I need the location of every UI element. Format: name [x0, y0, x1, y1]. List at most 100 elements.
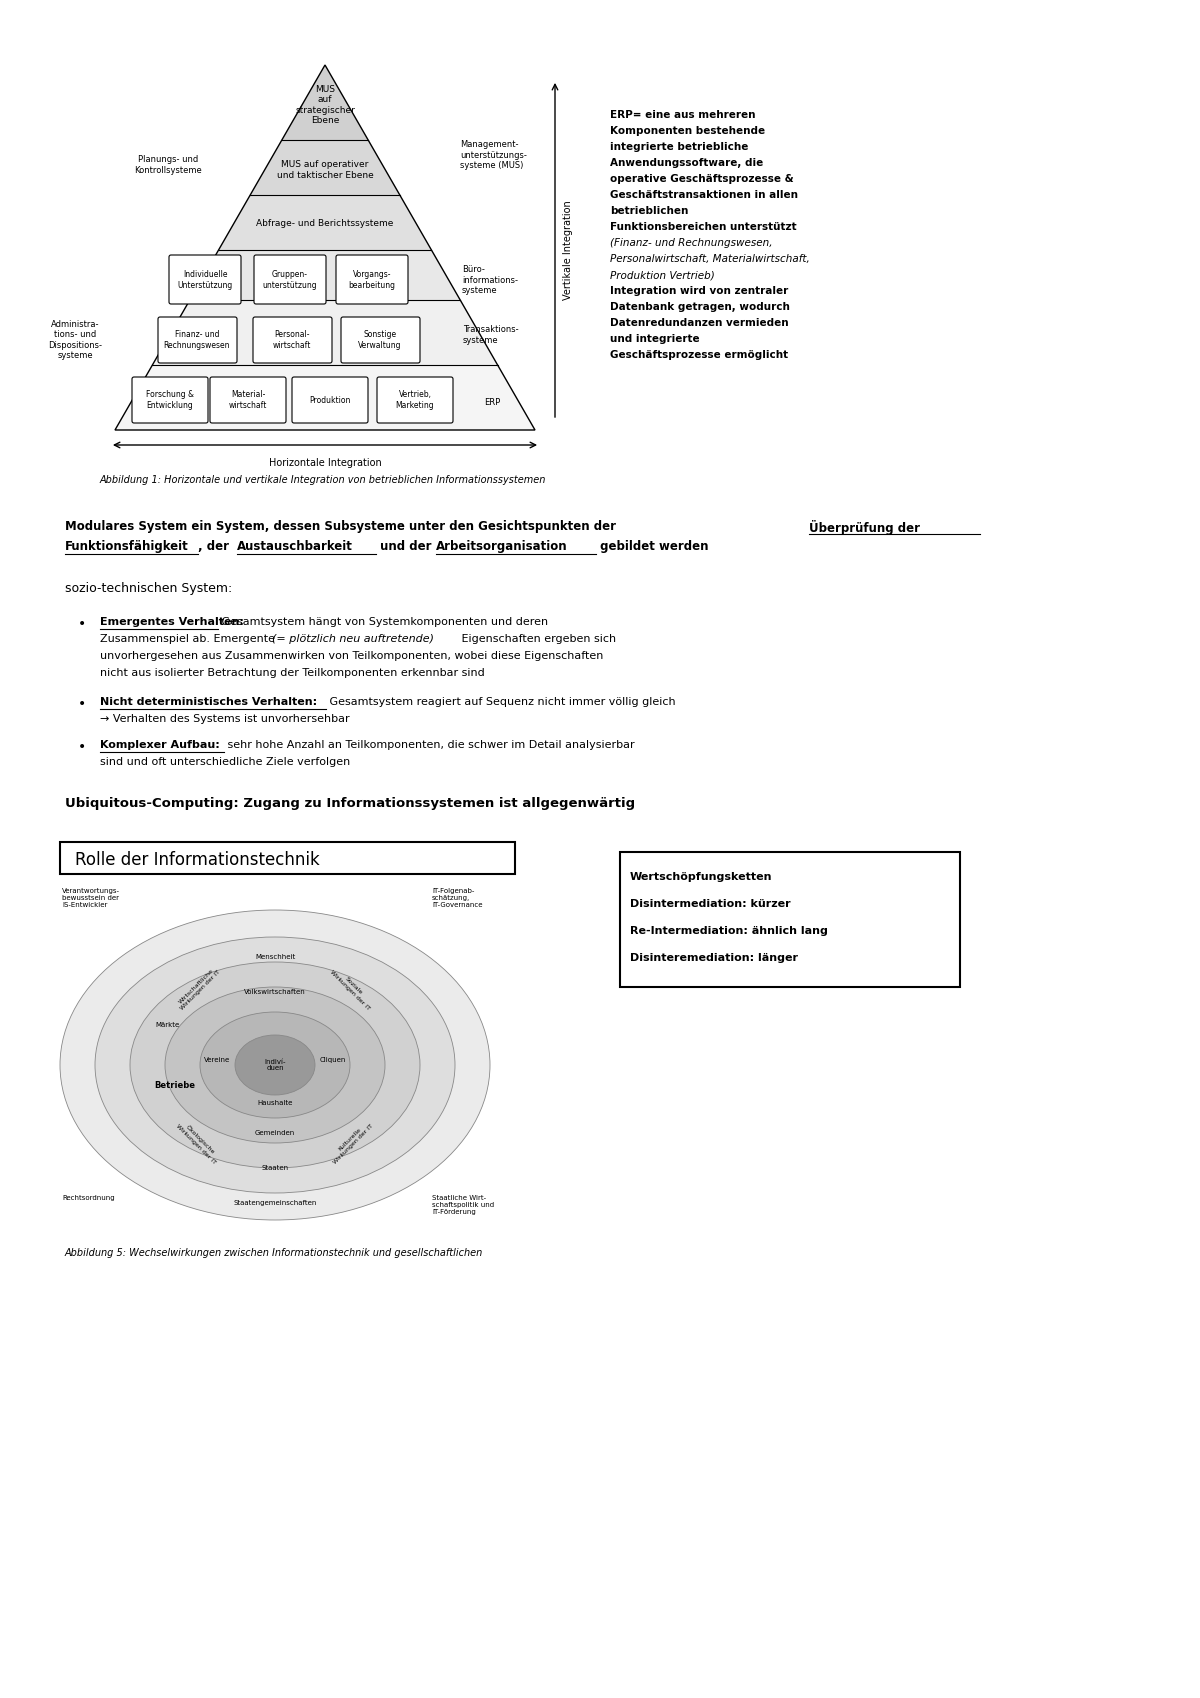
Text: Kulturelle
Wirkungen der IT: Kulturelle Wirkungen der IT	[329, 1119, 374, 1165]
Text: Gesamtsystem hängt von Systemkomponenten und deren: Gesamtsystem hängt von Systemkomponenten…	[218, 616, 548, 627]
Text: Cliquen: Cliquen	[320, 1056, 346, 1063]
Text: Nicht deterministisches Verhalten:: Nicht deterministisches Verhalten:	[100, 696, 317, 706]
FancyBboxPatch shape	[132, 377, 208, 423]
Text: und der: und der	[376, 540, 436, 554]
Text: Vertrieb,
Marketing: Vertrieb, Marketing	[396, 391, 434, 409]
Text: Personalwirtschaft, Materialwirtschaft,: Personalwirtschaft, Materialwirtschaft,	[610, 255, 810, 263]
FancyBboxPatch shape	[210, 377, 286, 423]
Text: Indiví-
duen: Indiví- duen	[264, 1058, 286, 1071]
Text: Wertschöpfungsketten: Wertschöpfungsketten	[630, 873, 773, 881]
Text: Komplexer Aufbau:: Komplexer Aufbau:	[100, 740, 220, 751]
Text: Wirtschaftliche
Wirkungen der IT: Wirtschaftliche Wirkungen der IT	[175, 966, 221, 1012]
Text: → Verhalten des Systems ist unvorhersehbar: → Verhalten des Systems ist unvorhersehb…	[100, 713, 349, 723]
Text: ERP= eine aus mehreren: ERP= eine aus mehreren	[610, 110, 756, 121]
Ellipse shape	[235, 1036, 314, 1095]
Text: Anwendungssoftware, die: Anwendungssoftware, die	[610, 158, 763, 168]
Ellipse shape	[95, 937, 455, 1194]
Text: (Finanz- und Rechnungswesen,: (Finanz- und Rechnungswesen,	[610, 238, 773, 248]
Text: Soziale
Wirkungen der IT: Soziale Wirkungen der IT	[329, 966, 374, 1012]
Text: Datenredundanzen vermieden: Datenredundanzen vermieden	[610, 318, 788, 328]
Text: Menschheit: Menschheit	[254, 954, 295, 959]
Text: Finanz- und
Rechnungswesen: Finanz- und Rechnungswesen	[163, 331, 230, 350]
Text: IT-Folgenab-
schätzung,
IT-Governance: IT-Folgenab- schätzung, IT-Governance	[432, 888, 482, 908]
Text: betrieblichen: betrieblichen	[610, 205, 689, 216]
Text: Abfrage- und Berichtssysteme: Abfrage- und Berichtssysteme	[257, 219, 394, 228]
Text: Eigenschaften ergeben sich: Eigenschaften ergeben sich	[458, 633, 616, 644]
Text: Rechtsordnung: Rechtsordnung	[62, 1195, 115, 1200]
Text: Zusammenspiel ab. Emergente: Zusammenspiel ab. Emergente	[100, 633, 278, 644]
Text: Funktionsbereichen unterstützt: Funktionsbereichen unterstützt	[610, 222, 797, 233]
Text: Arbeitsorganisation: Arbeitsorganisation	[436, 540, 568, 554]
Polygon shape	[152, 301, 498, 365]
FancyBboxPatch shape	[158, 318, 238, 363]
Text: Geschäftstransaktionen in allen: Geschäftstransaktionen in allen	[610, 190, 798, 200]
Polygon shape	[115, 365, 535, 430]
Text: Funktionsfähigkeit: Funktionsfähigkeit	[65, 540, 188, 554]
Text: Produktion: Produktion	[310, 396, 350, 404]
Text: Planungs- und
Kontrollsysteme: Planungs- und Kontrollsysteme	[134, 155, 202, 175]
Text: Abbildung 1: Horizontale und vertikale Integration von betrieblichen Information: Abbildung 1: Horizontale und vertikale I…	[100, 475, 546, 486]
FancyBboxPatch shape	[341, 318, 420, 363]
Text: •: •	[78, 740, 86, 754]
Text: Individuelle
Unterstützung: Individuelle Unterstützung	[178, 270, 233, 290]
Text: Vertikale Integration: Vertikale Integration	[563, 200, 574, 301]
Text: Produktion Vertrieb): Produktion Vertrieb)	[610, 270, 715, 280]
Text: gebildet werden: gebildet werden	[596, 540, 708, 554]
Ellipse shape	[166, 987, 385, 1143]
Text: und integrierte: und integrierte	[610, 335, 700, 345]
Polygon shape	[251, 139, 400, 195]
Text: , der: , der	[198, 540, 233, 554]
Text: Gesamtsystem reagiert auf Sequenz nicht immer völlig gleich: Gesamtsystem reagiert auf Sequenz nicht …	[326, 696, 676, 706]
Ellipse shape	[60, 910, 490, 1219]
Text: Datenbank getragen, wodurch: Datenbank getragen, wodurch	[610, 302, 790, 312]
Text: nicht aus isolierter Betrachtung der Teilkomponenten erkennbar sind: nicht aus isolierter Betrachtung der Tei…	[100, 667, 485, 678]
Text: Emergentes Verhalten:: Emergentes Verhalten:	[100, 616, 244, 627]
Text: Rolle der Informationstechnik: Rolle der Informationstechnik	[74, 851, 319, 869]
Text: Forschung &
Entwicklung: Forschung & Entwicklung	[146, 391, 194, 409]
FancyBboxPatch shape	[620, 852, 960, 987]
Text: Staatengemeinschaften: Staatengemeinschaften	[233, 1200, 317, 1206]
Text: Staatliche Wirt-
schaftspolitik und
IT-Förderung: Staatliche Wirt- schaftspolitik und IT-F…	[432, 1195, 494, 1216]
Text: unvorhergesehen aus Zusammenwirken von Teilkomponenten, wobei diese Eigenschafte: unvorhergesehen aus Zusammenwirken von T…	[100, 650, 604, 661]
FancyBboxPatch shape	[169, 255, 241, 304]
Text: Integration wird von zentraler: Integration wird von zentraler	[610, 285, 788, 295]
Text: Büro-
informations-
systeme: Büro- informations- systeme	[462, 265, 518, 295]
FancyBboxPatch shape	[253, 318, 332, 363]
Text: Geschäftsprozesse ermöglicht: Geschäftsprozesse ermöglicht	[610, 350, 788, 360]
Text: Vereine: Vereine	[204, 1056, 230, 1063]
FancyBboxPatch shape	[254, 255, 326, 304]
Ellipse shape	[200, 1012, 350, 1117]
FancyBboxPatch shape	[292, 377, 368, 423]
FancyBboxPatch shape	[377, 377, 454, 423]
Text: MUS
auf
strategischer
Ebene: MUS auf strategischer Ebene	[295, 85, 355, 126]
Text: Re-Intermediation: ähnlich lang: Re-Intermediation: ähnlich lang	[630, 925, 828, 936]
Polygon shape	[218, 195, 432, 250]
Text: Ökologische
Wirkungen der IT: Ökologische Wirkungen der IT	[175, 1119, 222, 1165]
Text: Vorgangs-
bearbeitung: Vorgangs- bearbeitung	[348, 270, 396, 290]
Text: Sonstige
Verwaltung: Sonstige Verwaltung	[359, 331, 402, 350]
Text: (= plötzlich neu auftretende): (= plötzlich neu auftretende)	[272, 633, 434, 644]
Text: Märkte: Märkte	[155, 1022, 179, 1027]
FancyBboxPatch shape	[336, 255, 408, 304]
Polygon shape	[282, 65, 368, 139]
Text: Ubiquitous-Computing: Zugang zu Informationssystemen ist allgegenwärtig: Ubiquitous-Computing: Zugang zu Informat…	[65, 796, 635, 810]
Text: sozio-technischen System:: sozio-technischen System:	[65, 582, 233, 594]
Text: Überprüfung der: Überprüfung der	[809, 520, 920, 535]
Polygon shape	[190, 250, 461, 301]
Text: Administra-
tions- und
Dispositions-
systeme: Administra- tions- und Dispositions- sys…	[48, 319, 102, 360]
Text: Staaten: Staaten	[262, 1165, 288, 1172]
Text: Disinteremediation: länger: Disinteremediation: länger	[630, 953, 798, 963]
Text: •: •	[78, 696, 86, 711]
Text: Betriebe: Betriebe	[155, 1080, 196, 1090]
Text: Gruppen-
unterstützung: Gruppen- unterstützung	[263, 270, 317, 290]
Text: Horizontale Integration: Horizontale Integration	[269, 458, 382, 469]
Text: Austauschbarkeit: Austauschbarkeit	[238, 540, 353, 554]
Text: Komponenten bestehende: Komponenten bestehende	[610, 126, 766, 136]
Text: •: •	[78, 616, 86, 632]
Text: Management-
unterstützungs-
systeme (MUS): Management- unterstützungs- systeme (MUS…	[460, 141, 527, 170]
Text: Volkswirtschaften: Volkswirtschaften	[244, 988, 306, 995]
Text: Personal-
wirtschaft: Personal- wirtschaft	[272, 331, 311, 350]
Text: ERP: ERP	[484, 397, 500, 406]
Text: Material-
wirtschaft: Material- wirtschaft	[229, 391, 268, 409]
Text: Haushalte: Haushalte	[257, 1100, 293, 1105]
